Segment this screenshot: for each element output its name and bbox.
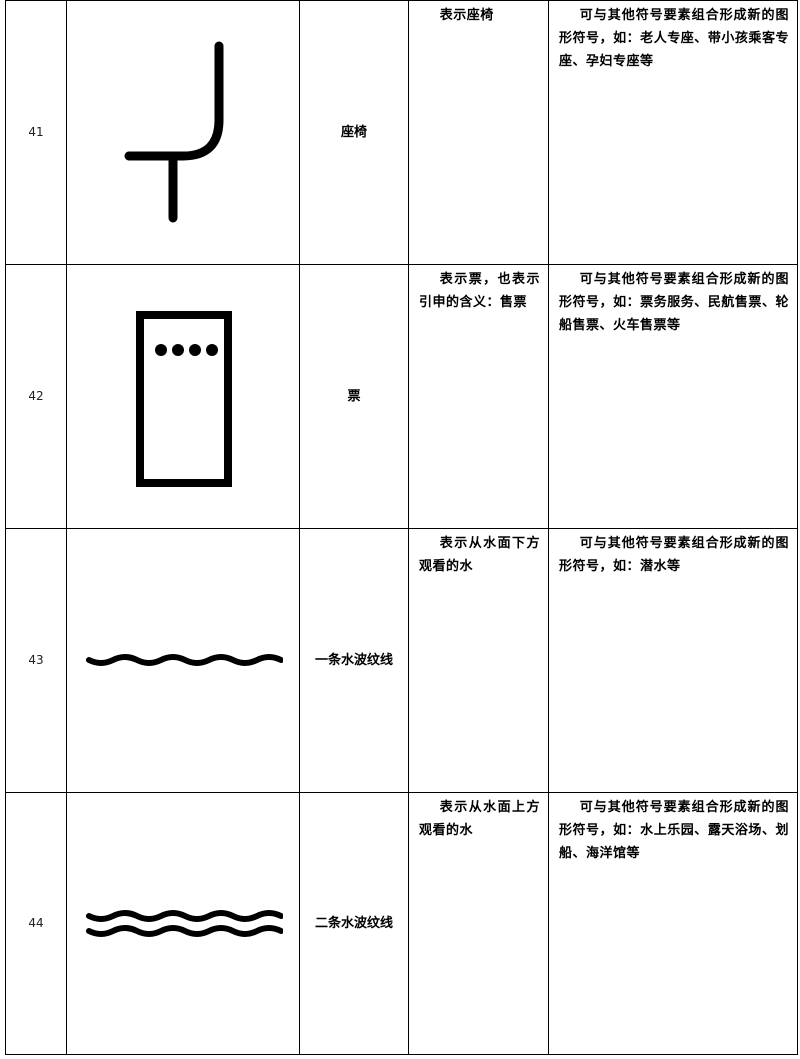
meaning-text: 表示座椅 — [439, 8, 494, 23]
double-wave-icon — [86, 909, 283, 937]
meaning-text: 表示从水面上方观看的水 — [419, 800, 540, 838]
symbol-note: 可与其他符号要素组合形成新的图形符号，如：票务服务、民航售票、轮船售票、火车售票… — [548, 264, 798, 529]
graphic-cell — [66, 528, 300, 793]
symbol-meaning: 表示票，也表示引申的含义：售票 — [408, 264, 549, 529]
symbol-meaning: 表示从水面下方观看的水 — [408, 528, 549, 793]
note-text: 可与其他符号要素组合形成新的图形符号，如：票务服务、民航售票、轮船售票、火车售票… — [559, 272, 789, 333]
table-row: 43 一条水波纹线 表示从水面下方观看的水 可与其他符号要素组合形成新的图形符号… — [5, 528, 798, 793]
symbol-note: 可与其他符号要素组合形成新的图形符号，如：老人专座、带小孩乘客专座、孕妇专座等 — [548, 0, 798, 265]
row-number: 43 — [5, 528, 67, 793]
note-text: 可与其他符号要素组合形成新的图形符号，如：水上乐园、露天浴场、划船、海洋馆等 — [559, 800, 789, 861]
symbol-meaning: 表示座椅 — [408, 0, 549, 265]
symbol-meaning: 表示从水面上方观看的水 — [408, 792, 549, 1055]
symbol-name: 一条水波纹线 — [299, 528, 409, 793]
row-number: 41 — [5, 0, 67, 265]
meaning-text: 表示从水面下方观看的水 — [419, 536, 540, 574]
graphic-cell — [66, 264, 300, 529]
meaning-text: 表示票，也表示引申的含义：售票 — [419, 272, 540, 310]
seat-icon — [124, 41, 224, 222]
symbol-note: 可与其他符号要素组合形成新的图形符号，如：潜水等 — [548, 528, 798, 793]
table-row: 42 票 表示票，也表示引申的含义：售票 可与其他符号要素组合形成新的图形符号，… — [5, 264, 798, 529]
symbol-name: 二条水波纹线 — [299, 792, 409, 1055]
symbol-note: 可与其他符号要素组合形成新的图形符号，如：水上乐园、露天浴场、划船、海洋馆等 — [548, 792, 798, 1055]
note-text: 可与其他符号要素组合形成新的图形符号，如：潜水等 — [559, 536, 789, 574]
row-number: 42 — [5, 264, 67, 529]
symbol-name: 票 — [299, 264, 409, 529]
row-number: 44 — [5, 792, 67, 1055]
graphic-cell — [66, 0, 300, 265]
table-row: 44 二条水波纹线 表示从水面上方观看的水 可与其他符号要素组合形成新的图形符号… — [5, 792, 798, 1055]
graphic-cell — [66, 792, 300, 1055]
ticket-icon — [136, 310, 232, 487]
symbol-table: 41 座椅 表示座椅 可与其他符号要素组合形成新的图形符号，如：老人专座、带小孩… — [5, 0, 798, 1055]
single-wave-icon — [86, 653, 283, 666]
table-row: 41 座椅 表示座椅 可与其他符号要素组合形成新的图形符号，如：老人专座、带小孩… — [5, 0, 798, 265]
note-text: 可与其他符号要素组合形成新的图形符号，如：老人专座、带小孩乘客专座、孕妇专座等 — [559, 8, 789, 69]
symbol-name: 座椅 — [299, 0, 409, 265]
